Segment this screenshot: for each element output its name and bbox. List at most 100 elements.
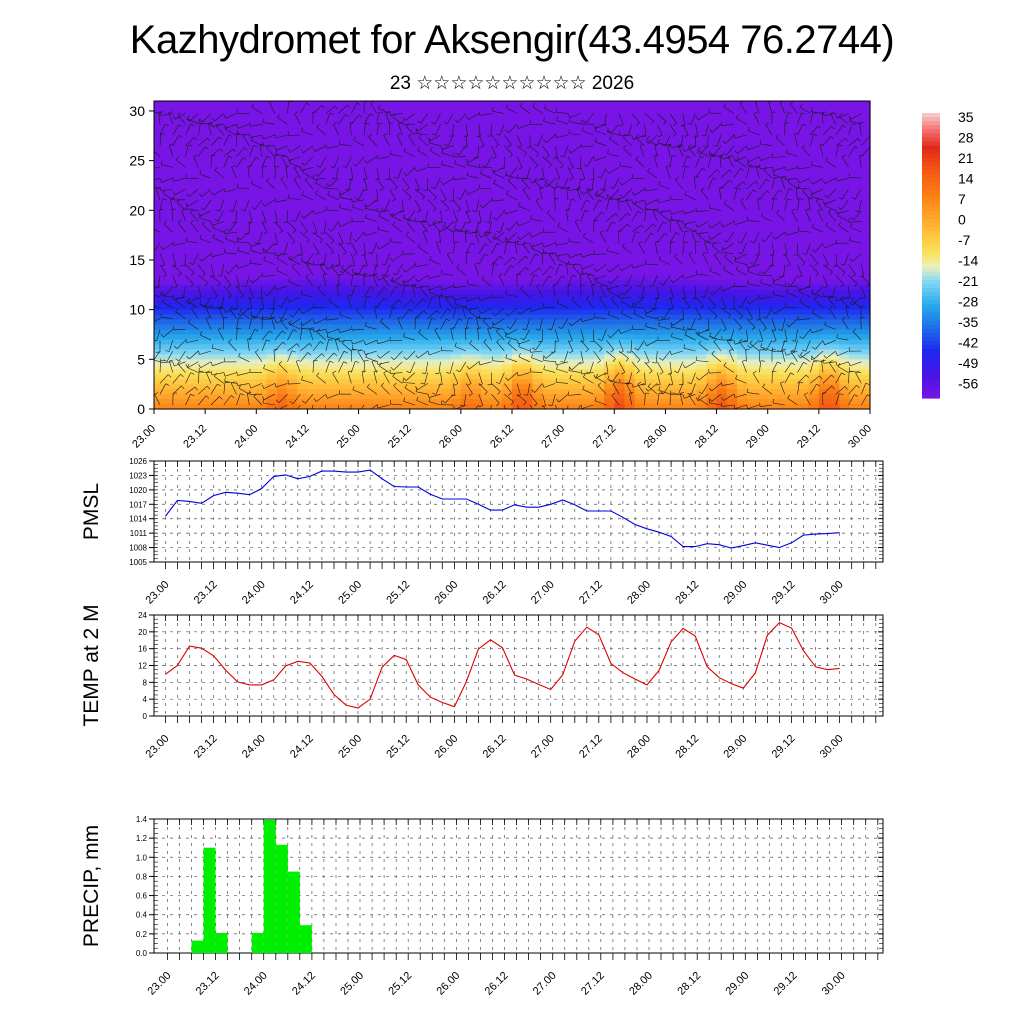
- wind-barb: [247, 393, 250, 406]
- heatmap-cell: [307, 304, 319, 311]
- heatmap-cell: [307, 314, 319, 321]
- heatmap-cell: [501, 235, 513, 241]
- heatmap-cell: [409, 105, 421, 112]
- heatmap-cell: [655, 165, 667, 172]
- wind-barb-flag: [273, 222, 278, 224]
- heatmap-cell: [634, 339, 646, 346]
- heatmap-cell: [593, 205, 605, 211]
- heatmap-cell: [276, 250, 288, 256]
- heatmap-cell: [798, 175, 810, 182]
- heatmap-cell: [542, 230, 554, 236]
- heatmap-cell: [726, 344, 738, 350]
- heatmap-cell: [194, 354, 206, 360]
- heatmap-cell: [583, 195, 595, 201]
- heatmap-cell: [808, 269, 820, 276]
- heatmap-cell: [348, 379, 360, 385]
- heatmap-cell: [286, 120, 298, 127]
- heatmap-cell: [665, 245, 677, 251]
- heatmap-cell: [389, 130, 401, 137]
- wind-barb-flag: [177, 220, 182, 223]
- heatmap-cell: [338, 220, 349, 226]
- heatmap-cell: [286, 140, 298, 147]
- heatmap-cell: [266, 130, 278, 137]
- heatmap-cell: [276, 255, 288, 261]
- wind-barb: [188, 322, 199, 330]
- heatmap-cell: [460, 145, 472, 152]
- heatmap-cell: [737, 150, 748, 157]
- heatmap-cell: [215, 110, 227, 117]
- heatmap-cell: [215, 264, 227, 271]
- heatmap-cell: [593, 120, 605, 127]
- heatmap-cell: [276, 190, 288, 196]
- heatmap-cell: [829, 245, 840, 251]
- heatmap-cell: [665, 299, 677, 306]
- heatmap-cell: [726, 299, 738, 306]
- heatmap-cell: [184, 264, 196, 271]
- heatmap-cell: [184, 334, 196, 341]
- heatmap-cell: [737, 299, 748, 306]
- heatmap-cell: [839, 255, 851, 261]
- heatmap-cell: [307, 135, 319, 142]
- heatmap-cell: [522, 155, 534, 162]
- heatmap-cell: [665, 165, 677, 172]
- wind-barb: [247, 166, 250, 179]
- heatmap-cell: [164, 374, 176, 380]
- heatmap-cell: [624, 354, 636, 360]
- heatmap-cell: [389, 324, 401, 331]
- heatmap-cell: [481, 369, 493, 375]
- heatmap-cell: [859, 339, 871, 346]
- heatmap-cell: [839, 195, 851, 201]
- heatmap-cell: [522, 349, 534, 355]
- heatmap-cell: [338, 250, 349, 256]
- heatmap-cell: [286, 160, 298, 167]
- heatmap-cell: [286, 220, 298, 226]
- heatmap-cell: [246, 334, 257, 341]
- heatmap-cell: [317, 289, 329, 296]
- heatmap-cell: [634, 140, 646, 147]
- heatmap-cell: [685, 284, 697, 291]
- wind-barb-flag: [160, 160, 163, 165]
- heatmap-cell: [205, 264, 216, 271]
- heatmap-cell: [542, 140, 554, 147]
- heatmap-cell: [685, 364, 697, 370]
- heatmap-cell: [327, 215, 339, 221]
- heatmap-cell: [501, 170, 513, 177]
- heatmap-cell: [818, 250, 830, 256]
- heatmap-cell: [266, 185, 278, 192]
- heatmap-cell: [368, 309, 380, 316]
- heatmap-cell: [696, 190, 707, 196]
- heatmap-cell: [685, 379, 697, 385]
- heatmap-cell: [737, 115, 748, 122]
- wind-barb-flag: [288, 278, 291, 283]
- heatmap-cell: [338, 309, 349, 316]
- heatmap-cell: [205, 354, 216, 360]
- heatmap-cell: [276, 160, 288, 167]
- heatmap-cell: [348, 294, 360, 301]
- heatmap-cell: [491, 220, 503, 226]
- heatmap-cell: [737, 220, 748, 226]
- heatmap-cell: [532, 250, 544, 256]
- wind-barb: [185, 124, 191, 136]
- heatmap-cell: [859, 230, 871, 236]
- heatmap-cell: [450, 359, 462, 365]
- heatmap-cell: [542, 354, 554, 360]
- heatmap-cell: [737, 314, 748, 321]
- heatmap-cell: [430, 145, 441, 152]
- heatmap-cell: [777, 140, 789, 147]
- heatmap-cell: [532, 160, 544, 167]
- heatmap-cell: [644, 205, 656, 211]
- heatmap-cell: [419, 105, 431, 112]
- heatmap-cell: [481, 200, 493, 206]
- heatmap-cell: [552, 389, 564, 395]
- heatmap-cell: [389, 120, 401, 127]
- heatmap-cell: [696, 359, 707, 365]
- heatmap-cell: [604, 379, 615, 385]
- heatmap-cell: [399, 245, 411, 251]
- heatmap-cell: [338, 110, 349, 117]
- wind-barb-flag: [217, 282, 221, 287]
- heatmap-cell: [532, 269, 544, 276]
- heatmap-cell: [286, 185, 298, 192]
- heatmap-cell: [777, 245, 789, 251]
- heatmap-cell: [440, 165, 452, 172]
- heatmap-cell: [491, 284, 503, 291]
